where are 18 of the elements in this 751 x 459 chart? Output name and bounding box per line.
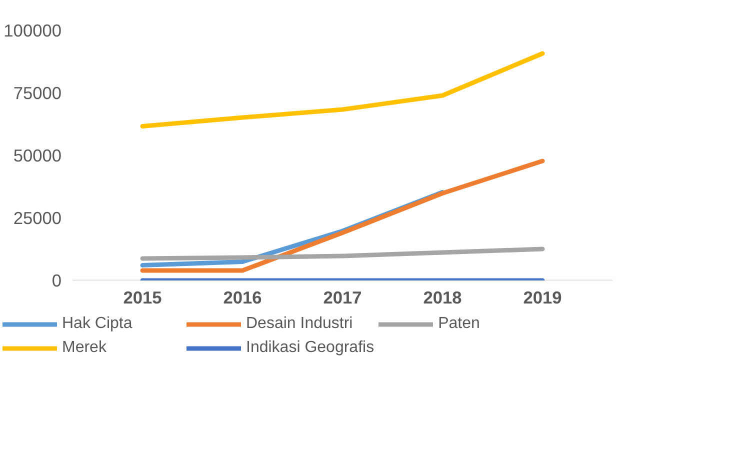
x-tick-label: 2016 [223, 288, 262, 308]
line-series [140, 51, 545, 128]
x-tick-label: 2015 [123, 288, 162, 308]
y-tick-label: 25000 [13, 208, 62, 228]
line-series [140, 158, 545, 273]
x-tick-label: 2019 [523, 288, 562, 308]
x-tick-label: 2018 [423, 288, 462, 308]
legend-label: Desain Industri [246, 315, 354, 333]
line-series [140, 246, 545, 261]
y-tick-label: 0 [52, 270, 62, 290]
y-tick-label: 100000 [4, 20, 62, 40]
legend-label: Merek [62, 339, 108, 357]
legend-label: Paten [438, 315, 481, 333]
legend-label: Indikasi Geografis [246, 339, 374, 357]
x-tick-label: 2017 [323, 288, 362, 308]
y-tick-label: 75000 [13, 83, 62, 103]
legend-label: Hak Cipta [62, 315, 134, 333]
y-tick-label: 50000 [13, 146, 62, 166]
